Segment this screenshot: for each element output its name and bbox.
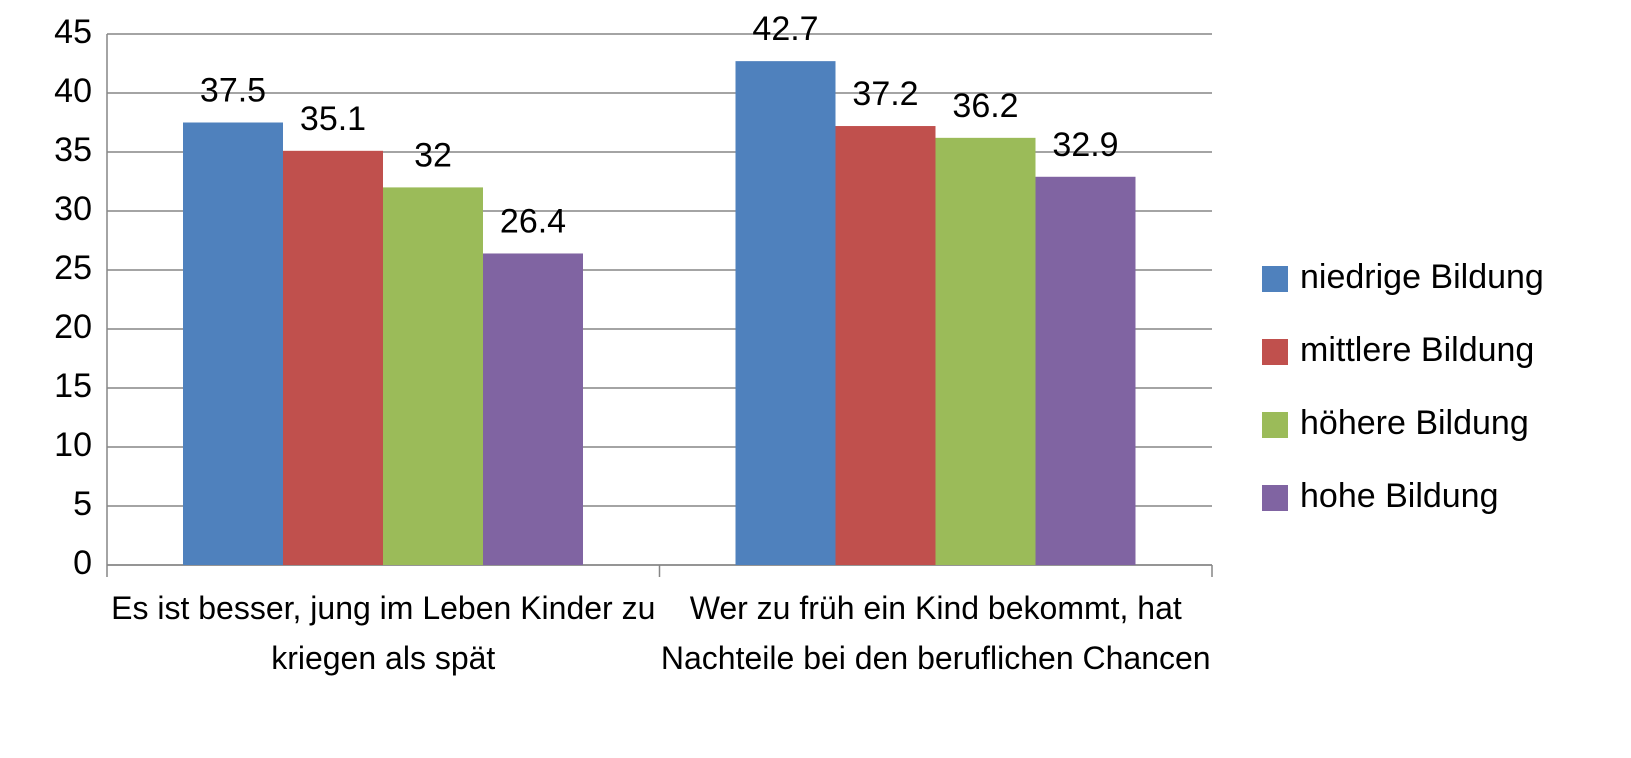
y-tick-label: 15: [54, 367, 92, 405]
data-label: 35.1: [300, 100, 366, 138]
bar: [1035, 176, 1136, 565]
data-label: 36.2: [952, 87, 1018, 125]
data-label: 37.5: [200, 71, 266, 109]
legend-label: hohe Bildung: [1300, 477, 1499, 515]
bar: [483, 253, 583, 566]
data-label: 37.2: [852, 75, 918, 113]
legend-label: höhere Bildung: [1300, 404, 1529, 442]
x-tick-label-box: Wer zu früh ein Kind bekommt, hat Nachte…: [660, 590, 1211, 676]
x-tick-label: Es ist besser, jung im Leben Kinder zu k…: [111, 590, 656, 676]
legend-swatch: [1262, 339, 1288, 365]
y-tick-label: 10: [54, 426, 92, 464]
bar: [183, 122, 283, 565]
data-label: 42.7: [752, 10, 818, 48]
legend-label: niedrige Bildung: [1300, 258, 1544, 296]
x-tick-label-box: Es ist besser, jung im Leben Kinder zu k…: [111, 590, 656, 676]
bar: [383, 187, 483, 565]
bar: [835, 126, 936, 565]
y-tick-label: 5: [73, 485, 92, 523]
legend-swatch: [1262, 266, 1288, 292]
legend-label: mittlere Bildung: [1300, 331, 1534, 369]
legend-swatch: [1262, 412, 1288, 438]
data-label: 32.9: [1052, 126, 1118, 164]
y-tick-label: 40: [54, 72, 92, 110]
y-tick-label: 0: [73, 544, 92, 582]
bar: [283, 150, 383, 565]
bar: [735, 61, 836, 565]
y-tick-label: 35: [54, 131, 92, 169]
y-tick-label: 25: [54, 249, 92, 287]
y-tick-label: 45: [54, 13, 92, 51]
data-label: 32: [414, 136, 452, 174]
y-tick-label: 20: [54, 308, 92, 346]
legend-swatch: [1262, 485, 1288, 511]
x-tick-label: Wer zu früh ein Kind bekommt, hat Nachte…: [660, 590, 1211, 676]
bar: [935, 137, 1036, 565]
data-label: 26.4: [500, 202, 566, 240]
y-tick-label: 30: [54, 190, 92, 228]
